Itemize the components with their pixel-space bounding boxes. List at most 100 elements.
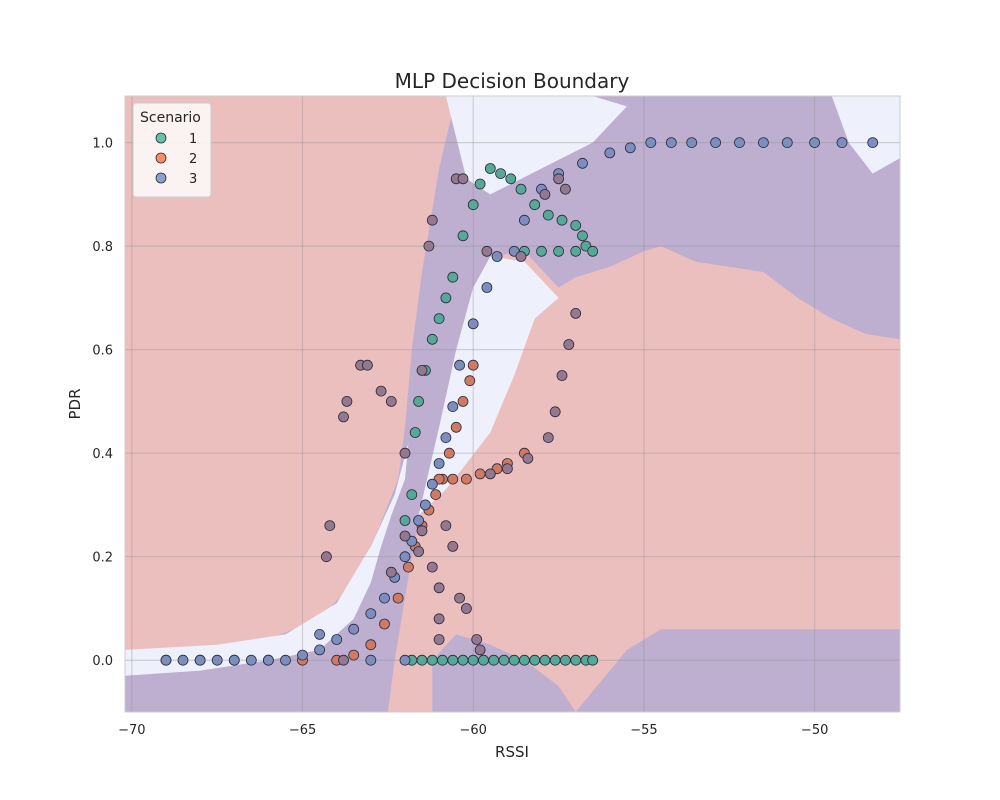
scatter-point-series-0 — [495, 168, 507, 180]
scatter-point-series-3 — [338, 411, 349, 423]
scatter-point-series-3 — [501, 463, 513, 475]
scatter-point-series-1 — [467, 359, 479, 371]
scatter-point-series-2 — [491, 251, 503, 262]
scatter-point-series-0 — [440, 292, 452, 304]
x-tick-label: −55 — [630, 723, 657, 738]
scatter-point-series-0 — [433, 313, 445, 325]
scatter-point-series-2 — [413, 515, 425, 526]
scatter-point-series-2 — [262, 654, 274, 666]
scatter-point-series-3 — [433, 582, 445, 594]
y-tick-label: 0.4 — [92, 447, 113, 462]
scatter-point-series-2 — [426, 478, 438, 490]
scatter-point-series-0 — [447, 654, 459, 666]
region-class_3-5 — [432, 634, 576, 712]
scatter-point-series-1 — [464, 375, 476, 387]
y-tick-label: 1.0 — [92, 137, 113, 152]
scatter-point-series-0 — [577, 230, 588, 242]
scatter-point-series-1 — [450, 421, 462, 433]
scatter-point-series-1 — [392, 592, 404, 604]
x-tick-label: −65 — [289, 723, 316, 738]
scatter-point-series-0 — [399, 515, 411, 526]
scatter-point-series-1 — [365, 639, 377, 651]
scatter-point-series-0 — [553, 245, 564, 257]
scatter-point-series-3 — [457, 173, 469, 185]
x-tick-label: −50 — [801, 723, 828, 738]
scatter-point-series-0 — [587, 654, 599, 666]
scatter-point-series-3 — [320, 551, 332, 563]
scatter-point-series-2 — [314, 629, 326, 640]
scatter-point-series-2 — [734, 137, 745, 149]
scatter-point-series-2 — [433, 458, 445, 469]
scatter-point-series-3 — [385, 566, 397, 578]
scatter-point-series-1 — [379, 618, 390, 630]
y-axis-ticks: 0.0 0.2 0.4 0.6 0.8 1.0 — [92, 137, 113, 670]
legend-marker-3 — [155, 172, 167, 184]
scatter-point-series-3 — [515, 251, 527, 262]
scatter-point-series-0 — [426, 333, 438, 345]
scatter-point-series-0 — [587, 245, 599, 257]
scatter-point-series-2 — [467, 318, 479, 330]
scatter-point-series-2 — [399, 654, 411, 666]
scatter-point-series-1 — [443, 447, 455, 459]
scatter-point-series-3 — [553, 173, 564, 185]
scatter-point-series-2 — [379, 592, 390, 604]
scatter-point-series-0 — [515, 183, 527, 195]
scatter-point-series-1 — [430, 489, 442, 501]
y-tick-label: 0.6 — [92, 344, 113, 359]
scatter-point-series-2 — [710, 137, 721, 149]
scatter-point-series-2 — [624, 142, 636, 154]
scatter-point-series-2 — [809, 137, 820, 149]
scatter-point-series-3 — [375, 385, 387, 397]
scatter-point-series-3 — [416, 364, 428, 376]
scatter-point-series-3 — [460, 603, 472, 614]
y-tick-label: 0.8 — [92, 240, 113, 255]
scatter-point-series-0 — [570, 219, 582, 231]
scatter-point-series-2 — [419, 499, 431, 511]
legend-marker-2 — [155, 152, 167, 164]
scatter-point-series-3 — [324, 520, 336, 531]
scatter-point-series-3 — [539, 188, 551, 200]
scatter-point-series-0 — [529, 654, 541, 666]
scatter-point-series-0 — [447, 271, 459, 283]
scatter-point-series-0 — [474, 178, 486, 190]
grid-lines — [125, 96, 900, 712]
scatter-point-series-0 — [467, 654, 479, 666]
scatter-point-series-0 — [467, 199, 479, 211]
scatter-point-series-0 — [478, 654, 489, 666]
scatter-point-series-0 — [508, 654, 520, 666]
scatter-point-series-3 — [471, 634, 483, 645]
scatter-point-series-3 — [560, 183, 571, 195]
region-class_2-4 — [831, 96, 900, 174]
y-tick-label: 0.0 — [92, 654, 113, 669]
legend-label-1: 1 — [189, 132, 197, 147]
scatter-point-series-3 — [563, 339, 575, 350]
scatter-point-series-0 — [457, 654, 469, 666]
scatter-point-series-2 — [867, 137, 879, 149]
scatter-point-series-1 — [460, 473, 472, 485]
scatter-point-series-3 — [399, 447, 411, 459]
scatter-points — [160, 137, 879, 666]
region-class_3-0 — [125, 96, 900, 712]
scatter-point-series-3 — [542, 432, 554, 444]
scatter-point-series-2 — [481, 282, 493, 293]
scatter-point-series-3 — [416, 525, 428, 537]
scatter-point-series-2 — [365, 654, 377, 666]
x-tick-label: −60 — [460, 723, 487, 738]
scatter-point-series-0 — [488, 654, 500, 666]
scatter-point-series-2 — [781, 137, 793, 149]
scatter-point-series-2 — [348, 623, 360, 635]
legend-box — [132, 102, 212, 198]
scatter-point-series-0 — [539, 654, 551, 666]
region-class_2-1 — [125, 442, 409, 676]
scatter-point-series-0 — [498, 654, 510, 666]
scatter-point-series-2 — [519, 214, 530, 226]
scatter-point-series-0 — [484, 163, 496, 174]
scatter-point-series-2 — [440, 432, 452, 444]
scatter-point-series-3 — [341, 395, 353, 407]
scatter-point-series-2 — [836, 137, 848, 149]
scatter-point-series-2 — [399, 551, 411, 563]
chart-title: MLP Decision Boundary — [395, 69, 630, 93]
scatter-point-series-2 — [365, 608, 377, 619]
scatter-point-series-2 — [314, 644, 326, 656]
scatter-point-series-3 — [454, 592, 466, 604]
